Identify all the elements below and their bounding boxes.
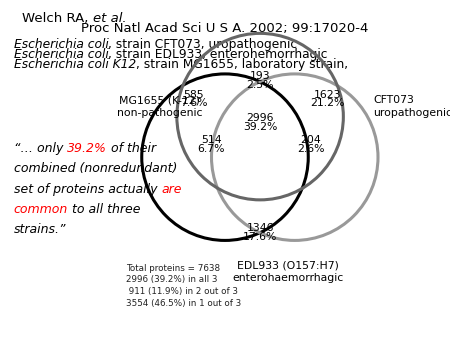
Text: to all three: to all three [68, 203, 140, 216]
Text: 17.6%: 17.6% [243, 232, 277, 242]
Text: 39.2%: 39.2% [243, 122, 277, 132]
Text: combined (nonredundant): combined (nonredundant) [14, 162, 177, 175]
Text: EDL933 (O157:H7)
enterohaemorrhagic: EDL933 (O157:H7) enterohaemorrhagic [232, 261, 344, 283]
Text: 2.6%: 2.6% [297, 144, 324, 154]
Text: Welch RA,: Welch RA, [22, 12, 93, 25]
Text: 1346: 1346 [246, 223, 274, 233]
Text: Escherichia coli: Escherichia coli [14, 38, 108, 51]
Text: 204: 204 [300, 135, 321, 145]
Text: 39.2%: 39.2% [67, 142, 107, 155]
Text: MG1655 (K-12)
non-pathogenic: MG1655 (K-12) non-pathogenic [117, 95, 202, 118]
Text: 7.6%: 7.6% [180, 98, 207, 108]
Text: “… only: “… only [14, 142, 67, 155]
Text: are: are [161, 183, 181, 195]
Text: , strain CFT073, uropathogenic: , strain CFT073, uropathogenic [108, 38, 297, 51]
Text: common: common [14, 203, 68, 216]
Text: set of proteins actually: set of proteins actually [14, 183, 161, 195]
Text: 6.7%: 6.7% [198, 144, 225, 154]
Text: 2996: 2996 [246, 113, 274, 123]
Text: 193: 193 [250, 71, 270, 81]
Text: et al.: et al. [93, 12, 127, 25]
Text: 21.2%: 21.2% [310, 98, 345, 108]
Text: strains.”: strains.” [14, 223, 66, 236]
Text: CFT073
uropathogenic: CFT073 uropathogenic [374, 95, 450, 118]
Text: Escherichia coli K12: Escherichia coli K12 [14, 58, 135, 71]
Text: , strain EDL933, enterohemorrhagic: , strain EDL933, enterohemorrhagic [108, 48, 328, 61]
Text: Escherichia coli: Escherichia coli [14, 48, 108, 61]
Text: , strain MG1655, laboratory strain,: , strain MG1655, laboratory strain, [135, 58, 348, 71]
Text: Proc Natl Acad Sci U S A. 2002; 99:17020-4: Proc Natl Acad Sci U S A. 2002; 99:17020… [81, 22, 369, 35]
Text: 2.5%: 2.5% [246, 79, 274, 90]
Text: 514: 514 [201, 135, 222, 145]
Text: of their: of their [107, 142, 156, 155]
Text: 1623: 1623 [314, 90, 342, 100]
Text: 585: 585 [183, 90, 204, 100]
Text: Total proteins = 7638
2996 (39.2%) in all 3
 911 (11.9%) in 2 out of 3
3554 (46.: Total proteins = 7638 2996 (39.2%) in al… [126, 264, 241, 308]
